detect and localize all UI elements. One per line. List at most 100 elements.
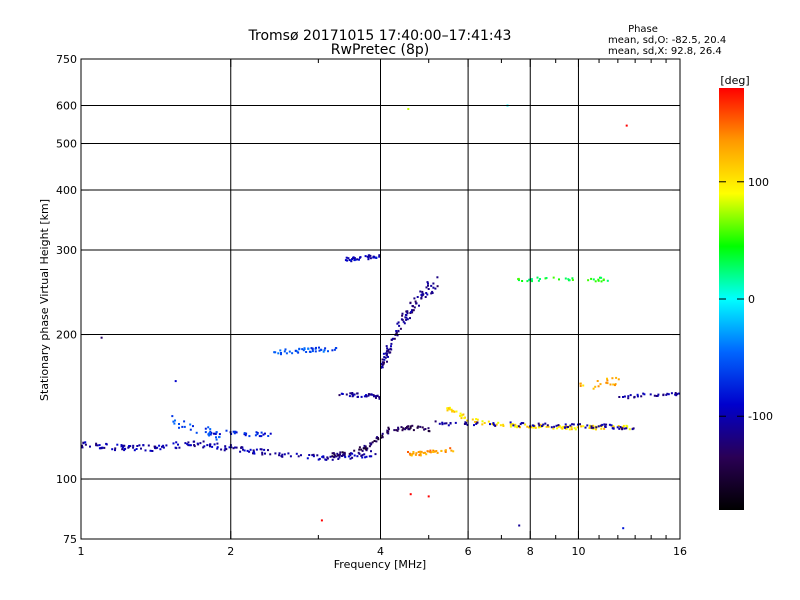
data-point — [509, 421, 512, 424]
data-point — [209, 433, 212, 436]
data-point — [204, 431, 207, 434]
data-point — [208, 434, 211, 437]
data-point — [333, 456, 336, 459]
data-point — [368, 445, 371, 448]
data-point — [374, 395, 377, 398]
data-point — [449, 422, 452, 424]
data-point — [192, 425, 194, 428]
data-point — [580, 425, 583, 428]
data-point — [568, 279, 571, 282]
data-point — [204, 427, 207, 430]
data-point — [378, 255, 381, 258]
data-point — [455, 410, 458, 413]
data-point — [405, 427, 407, 429]
data-point — [627, 395, 630, 398]
data-point — [531, 424, 534, 427]
data-point — [570, 428, 573, 431]
y-tick-label: 300 — [56, 244, 77, 257]
data-point — [622, 527, 625, 530]
data-point — [642, 392, 645, 395]
data-point — [516, 426, 518, 429]
data-point — [606, 377, 608, 380]
data-point — [452, 450, 455, 453]
data-point — [386, 352, 388, 355]
data-point — [423, 428, 426, 431]
axis-ticks: 1 2 4 6 8 10 16 75 100 200 300 400 500 600 750 — [56, 53, 687, 558]
data-point — [172, 420, 175, 423]
data-point — [209, 445, 211, 448]
data-point — [541, 425, 543, 428]
data-point — [586, 424, 589, 427]
data-point — [449, 447, 452, 450]
data-point — [138, 444, 141, 447]
data-point — [397, 426, 400, 429]
data-point — [316, 454, 319, 457]
data-point — [446, 407, 449, 410]
data-point — [364, 456, 367, 459]
data-point — [331, 349, 334, 352]
x-tick-label: 4 — [377, 545, 384, 558]
data-point — [406, 312, 409, 315]
data-point — [675, 394, 678, 397]
data-point — [424, 296, 427, 298]
data-point — [360, 454, 363, 457]
data-point — [381, 432, 384, 435]
data-point — [388, 428, 390, 431]
data-point — [411, 424, 414, 427]
data-point — [361, 449, 364, 452]
stats-o-mode: mean, sd,O: -82.5, 20.4 — [608, 35, 726, 46]
data-point — [361, 454, 364, 457]
data-point — [256, 432, 259, 434]
data-point — [512, 424, 515, 427]
data-point — [597, 385, 600, 388]
data-point — [603, 427, 606, 430]
data-point — [242, 448, 244, 451]
data-point — [356, 392, 359, 395]
data-point — [475, 422, 478, 425]
data-point — [95, 442, 98, 445]
data-point — [228, 446, 231, 449]
data-point — [136, 445, 139, 447]
data-point — [209, 443, 212, 446]
data-point — [339, 453, 341, 456]
data-point — [600, 280, 603, 283]
data-point — [619, 426, 622, 428]
data-point — [307, 347, 310, 350]
data-point — [310, 347, 313, 350]
data-point — [622, 424, 625, 427]
data-point — [606, 379, 609, 382]
data-point — [260, 435, 263, 438]
data-point — [509, 425, 512, 428]
data-point — [550, 426, 553, 429]
data-point — [464, 421, 467, 424]
data-point — [416, 296, 419, 298]
data-point — [383, 358, 386, 361]
data-point — [459, 412, 462, 415]
data-point — [173, 422, 176, 425]
data-point — [434, 420, 437, 423]
data-point — [538, 424, 541, 427]
data-point — [398, 324, 401, 327]
data-point — [539, 278, 541, 280]
data-point — [159, 448, 162, 451]
data-point — [216, 446, 219, 449]
data-point — [327, 350, 329, 353]
data-point — [564, 277, 567, 280]
data-point — [536, 276, 539, 279]
data-point — [233, 432, 236, 435]
data-point — [385, 350, 388, 353]
data-point — [345, 256, 348, 259]
data-point — [452, 409, 455, 412]
data-point — [597, 425, 600, 428]
data-point — [199, 442, 202, 445]
data-point — [584, 426, 587, 429]
data-point — [372, 394, 375, 397]
data-point — [402, 427, 405, 430]
data-point — [349, 259, 352, 262]
data-point — [382, 352, 385, 355]
data-point — [255, 448, 258, 451]
data-point — [564, 423, 567, 426]
data-point — [677, 392, 680, 395]
data-point — [337, 454, 340, 457]
data-point — [181, 425, 184, 428]
